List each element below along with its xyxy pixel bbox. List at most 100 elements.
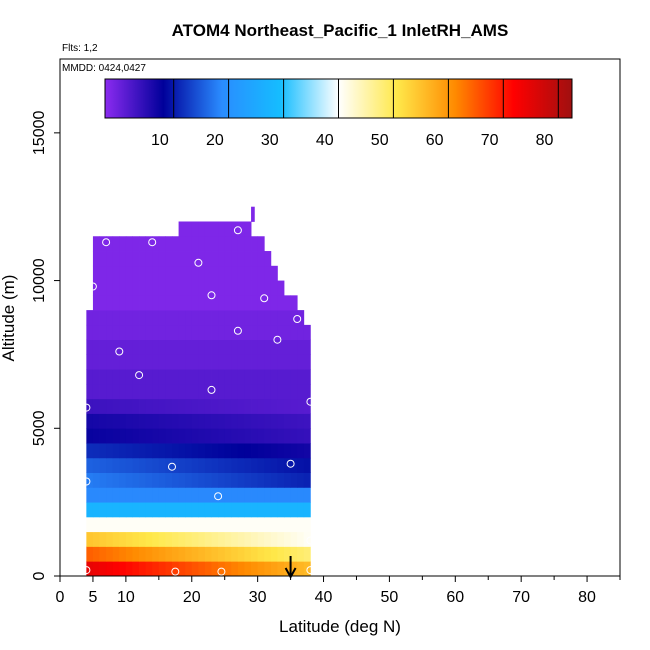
heatmap-cell — [211, 310, 219, 326]
heatmap-cell — [251, 516, 259, 533]
heatmap-cell — [172, 354, 179, 370]
heatmap-cell — [158, 502, 166, 518]
heatmap-cell — [251, 236, 259, 252]
heatmap-cell — [158, 339, 166, 355]
heatmap-cell — [224, 487, 232, 503]
heatmap-cell — [139, 339, 147, 355]
heatmap-cell — [112, 354, 120, 370]
heatmap-cell — [125, 339, 133, 355]
heatmap-cell — [270, 383, 278, 400]
heatmap-cell — [264, 472, 272, 488]
chart-title: ATOM4 Northeast_Pacific_1 InletRH_AMS — [172, 21, 509, 40]
heatmap-cell — [211, 354, 219, 370]
sample-point — [148, 238, 157, 247]
heatmap-cell — [99, 295, 107, 311]
heatmap-cell — [172, 383, 179, 400]
heatmap-cell — [191, 487, 199, 503]
heatmap-cell — [165, 472, 173, 488]
heatmap-cell — [86, 324, 94, 341]
heatmap-cell — [218, 531, 226, 547]
heatmap-cell — [231, 546, 239, 562]
heatmap-cell — [270, 310, 278, 326]
heatmap-cell — [218, 502, 226, 518]
heatmap-cell — [191, 251, 199, 267]
heatmap-cell — [145, 339, 153, 355]
heatmap-cell — [224, 383, 232, 400]
heatmap-cell — [277, 516, 285, 533]
heatmap-cell — [264, 383, 272, 400]
heatmap-cell — [244, 310, 252, 326]
heatmap-cell — [297, 369, 305, 385]
heatmap-cell — [139, 324, 147, 341]
heatmap-cell — [106, 561, 114, 577]
heatmap-cell — [231, 295, 239, 311]
heatmap-cell — [165, 561, 173, 577]
heatmap-cell — [191, 561, 199, 577]
heatmap-cell — [211, 472, 219, 488]
heatmap-cell — [257, 413, 265, 429]
heatmap-cell — [297, 383, 305, 400]
heatmap-cell — [112, 531, 120, 547]
x-tick-label: 5 — [88, 589, 97, 606]
heatmap-cell — [125, 561, 133, 577]
heatmap-cell — [92, 339, 100, 355]
heatmap-cell — [119, 295, 127, 311]
heatmap-cell — [172, 398, 179, 414]
heatmap-cell — [198, 339, 206, 355]
heatmap-cell — [211, 531, 219, 547]
heatmap-cell — [251, 295, 259, 311]
heatmap-cell — [237, 472, 245, 488]
heatmap-cell — [112, 443, 120, 459]
heatmap-cell — [119, 324, 127, 341]
heatmap-cell — [257, 280, 265, 296]
x-tick-label: 20 — [183, 589, 201, 606]
heatmap-cell — [86, 531, 94, 547]
heatmap-cell — [204, 295, 212, 311]
heatmap-cell — [106, 487, 114, 503]
heatmap-cell — [231, 236, 239, 252]
heatmap-cell — [119, 428, 127, 444]
heatmap-cell — [218, 413, 226, 429]
heatmap-cell — [125, 472, 133, 488]
heatmap-cell — [244, 413, 252, 429]
heatmap-cell — [277, 472, 285, 488]
sample-point — [168, 462, 176, 471]
heatmap-cell — [92, 546, 100, 562]
heatmap-cell — [284, 428, 291, 444]
heatmap-cell — [277, 280, 285, 296]
heatmap-cell — [86, 310, 94, 326]
heatmap-cell — [264, 413, 272, 429]
heatmap-cell — [191, 369, 199, 385]
heatmap-cell — [231, 502, 239, 518]
heatmap-cell — [297, 487, 305, 503]
heatmap-cell — [270, 324, 278, 341]
heatmap-cell — [125, 295, 133, 311]
heatmap-cell — [204, 516, 212, 533]
heatmap-cell — [264, 295, 272, 311]
heatmap — [86, 206, 311, 577]
heatmap-cell — [257, 531, 265, 547]
heatmap-cell — [119, 354, 127, 370]
heatmap-cell — [152, 413, 160, 429]
heatmap-cell — [237, 280, 245, 296]
heatmap-cell — [172, 236, 179, 252]
heatmap-cell — [224, 354, 232, 370]
heatmap-cell — [303, 487, 311, 503]
heatmap-cell — [119, 487, 127, 503]
heatmap-cell — [99, 443, 107, 459]
heatmap-cell — [237, 369, 245, 385]
heatmap-cell — [132, 502, 140, 518]
heatmap-cell — [92, 531, 100, 547]
sample-point — [306, 397, 315, 406]
heatmap-cell — [132, 428, 140, 444]
heatmap-cell — [99, 502, 107, 518]
sample-point — [293, 315, 302, 323]
x-axis-label: Latitude (deg N) — [279, 617, 401, 636]
sample-point — [171, 567, 180, 576]
heatmap-cell — [277, 531, 285, 547]
heatmap-cell — [231, 265, 239, 281]
heatmap-cell — [185, 502, 193, 518]
heatmap-cell — [244, 531, 252, 547]
heatmap-cell — [290, 428, 298, 444]
heatmap-cell — [178, 324, 186, 341]
